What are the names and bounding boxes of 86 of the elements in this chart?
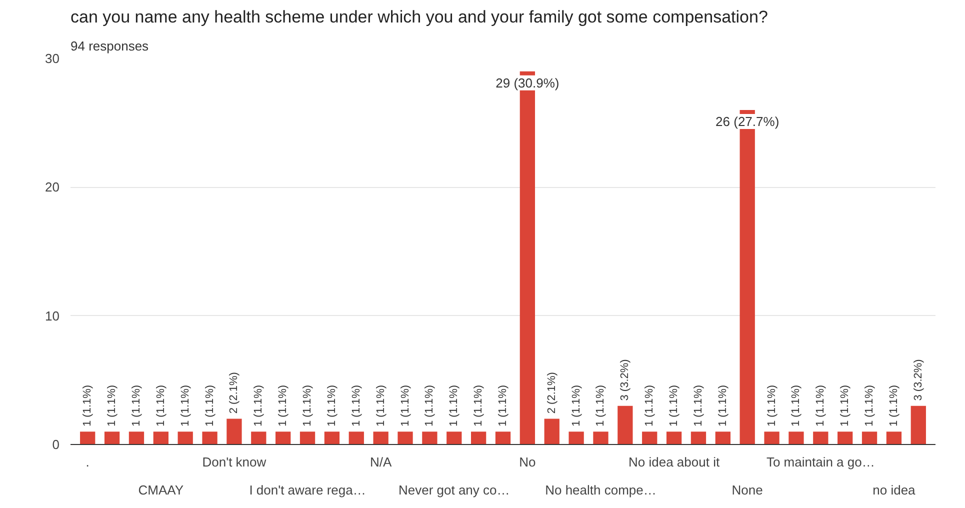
bar <box>642 432 658 444</box>
data-label: 1 (1.1%) <box>888 384 900 426</box>
bar <box>813 432 828 444</box>
x-tick-label: . <box>86 454 90 470</box>
data-label: 26 (27.7%) <box>716 114 780 129</box>
data-label: 1 (1.1%) <box>154 384 167 426</box>
x-tick-label: No health compe… <box>545 482 656 498</box>
data-label: 1 (1.1%) <box>179 384 192 426</box>
bar <box>838 432 853 444</box>
x-tick-label: CMAAY <box>138 482 184 498</box>
x-tick-label: Don't know <box>202 454 267 470</box>
data-label: 1 (1.1%) <box>814 384 827 426</box>
data-label: 1 (1.1%) <box>448 384 460 426</box>
data-label: 1 (1.1%) <box>82 384 94 426</box>
chart-title: can you name any health scheme under which you and your family got some compensation? <box>70 8 768 26</box>
data-label: 1 (1.1%) <box>302 384 314 426</box>
data-label: 1 (1.1%) <box>644 384 656 426</box>
data-label: 1 (1.1%) <box>497 384 509 426</box>
y-tick-label: 20 <box>45 180 60 195</box>
data-label: 1 (1.1%) <box>204 384 216 426</box>
data-label: 1 (1.1%) <box>424 384 436 426</box>
x-tick-label: No <box>519 454 536 470</box>
x-tick-label: To maintain a go… <box>766 454 875 470</box>
data-label: 1 (1.1%) <box>130 384 142 426</box>
data-label: 1 (1.1%) <box>252 384 265 426</box>
data-label: 1 (1.1%) <box>716 384 729 426</box>
data-label: 3 (3.2%) <box>912 359 924 401</box>
data-label: 1 (1.1%) <box>692 384 704 426</box>
data-label: 2 (2.1%) <box>546 372 558 414</box>
bar <box>398 432 413 444</box>
bar <box>568 432 584 444</box>
bar <box>446 432 462 444</box>
data-label: 29 (30.9%) <box>496 75 560 90</box>
bar <box>348 432 364 444</box>
x-tick-label: no idea <box>872 482 916 498</box>
data-label: 1 (1.1%) <box>106 384 118 426</box>
bar <box>251 432 266 444</box>
data-label: 1 (1.1%) <box>350 384 362 426</box>
data-label: 1 (1.1%) <box>399 384 412 426</box>
data-label: 3 (3.2%) <box>619 359 632 401</box>
data-label: 1 (1.1%) <box>864 384 876 426</box>
bar <box>618 406 633 444</box>
data-label: 1 (1.1%) <box>326 384 338 426</box>
data-label: 1 (1.1%) <box>570 384 582 426</box>
bar <box>690 432 706 444</box>
data-label: 1 (1.1%) <box>472 384 485 426</box>
bar <box>202 432 218 444</box>
y-tick-label: 30 <box>45 51 60 66</box>
bar <box>470 432 486 444</box>
bar <box>544 418 560 444</box>
x-tick-label: I don't aware rega… <box>249 482 366 498</box>
chart-subtitle: 94 responses <box>70 38 150 54</box>
bar <box>80 432 96 444</box>
bar <box>153 432 168 444</box>
bar <box>862 432 878 444</box>
bar <box>373 432 388 444</box>
data-label: 1 (1.1%) <box>668 384 680 426</box>
data-label: 2 (2.1%) <box>228 372 240 414</box>
bar <box>593 432 608 444</box>
bar <box>226 418 242 444</box>
bar <box>666 432 682 444</box>
bar <box>910 406 926 444</box>
bar <box>324 432 340 444</box>
bar <box>715 432 730 444</box>
data-label: 1 (1.1%) <box>790 384 802 426</box>
bar <box>128 432 144 444</box>
bar <box>788 432 804 444</box>
bar <box>104 432 120 444</box>
bar <box>178 432 193 444</box>
y-tick-label: 0 <box>52 437 60 452</box>
x-tick-label: Never got any co… <box>398 482 510 498</box>
bar <box>300 432 316 444</box>
data-label: 1 (1.1%) <box>277 384 290 426</box>
bar <box>495 432 511 444</box>
bar <box>276 432 291 444</box>
data-label: 1 (1.1%) <box>766 384 778 426</box>
data-label: 1 (1.1%) <box>594 384 607 426</box>
x-tick-label: N/A <box>370 454 392 470</box>
x-tick-label: No idea about it <box>628 454 720 470</box>
bar <box>886 432 902 444</box>
bar <box>764 432 780 444</box>
y-tick-label: 10 <box>45 308 60 324</box>
bar <box>422 432 438 444</box>
x-tick-label: None <box>732 482 763 498</box>
data-label: 1 (1.1%) <box>374 384 387 426</box>
data-label: 1 (1.1%) <box>839 384 852 426</box>
